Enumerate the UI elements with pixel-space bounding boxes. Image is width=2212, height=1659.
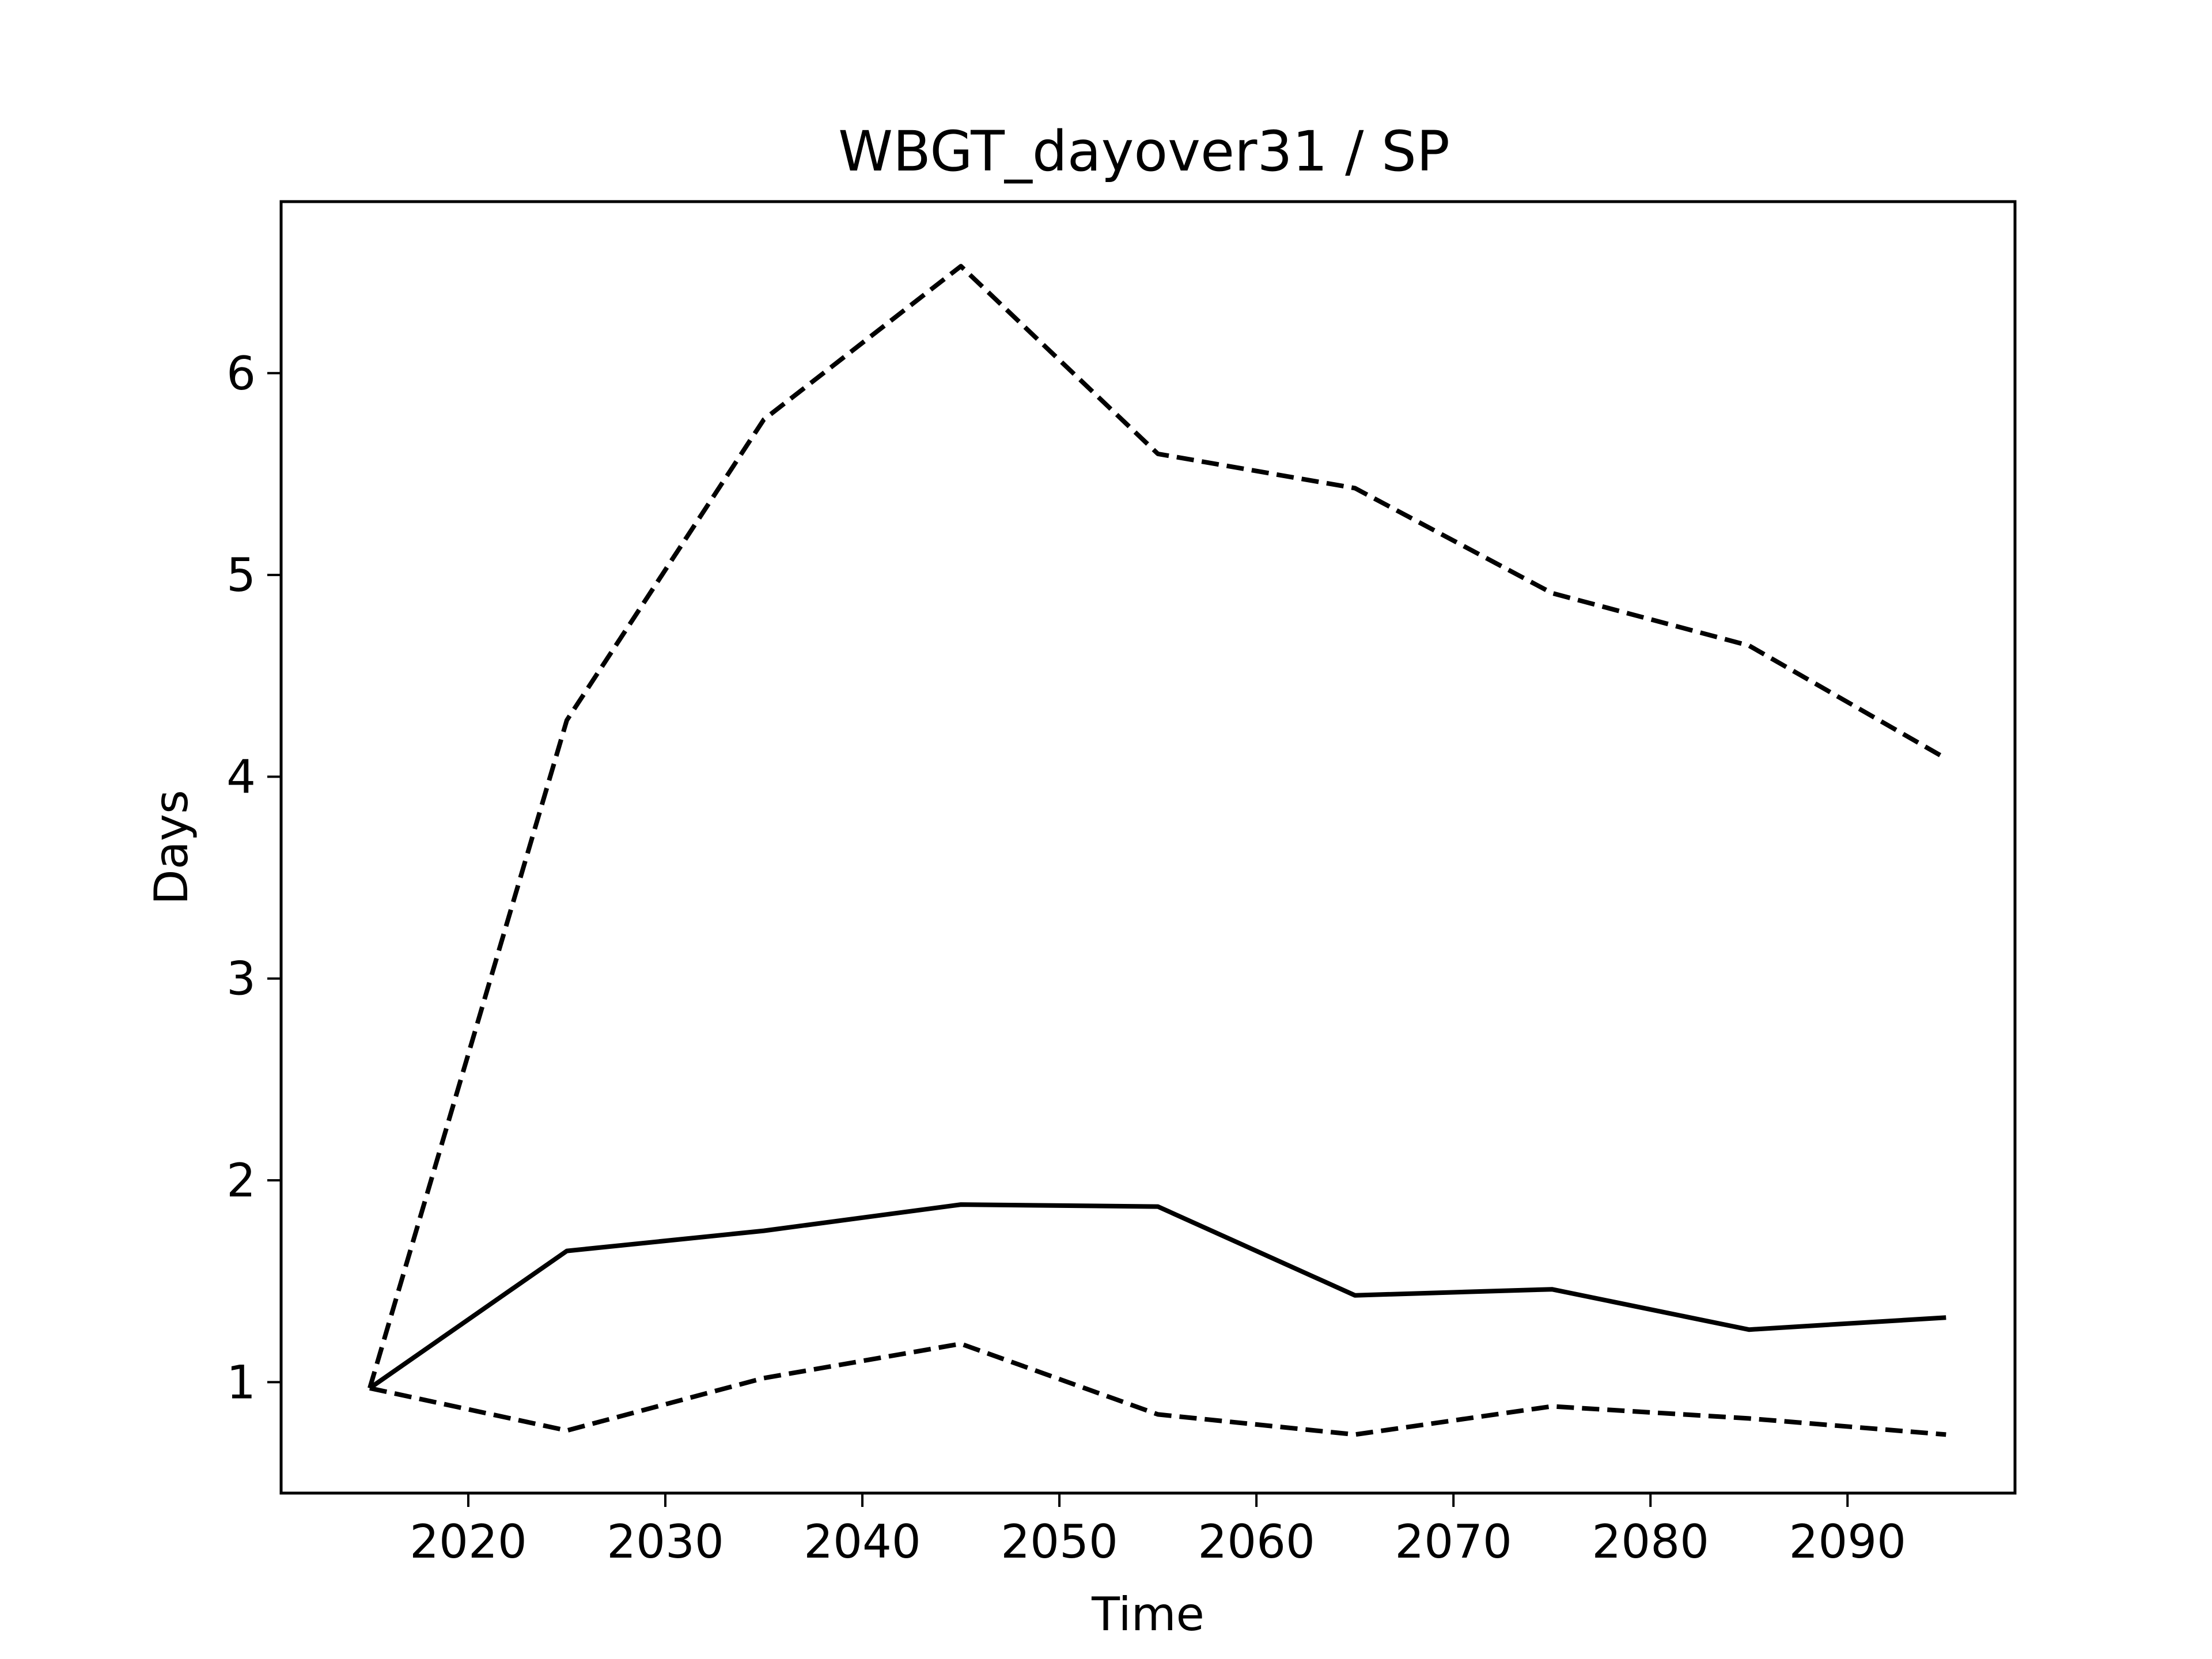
x-tick-label: 2060 bbox=[1198, 1515, 1315, 1569]
y-tick-label: 5 bbox=[226, 548, 256, 602]
x-tick-label: 2020 bbox=[410, 1515, 527, 1569]
x-tick-label: 2050 bbox=[1001, 1515, 1118, 1569]
chart-title: WBGT_dayover31 / SP bbox=[838, 119, 1450, 184]
y-tick-label: 3 bbox=[226, 952, 256, 1006]
y-tick-label: 6 bbox=[226, 347, 256, 400]
y-axis-label: Days bbox=[145, 790, 198, 905]
x-tick-label: 2030 bbox=[607, 1515, 724, 1569]
y-tick-label: 1 bbox=[226, 1355, 256, 1409]
x-tick-label: 2080 bbox=[1592, 1515, 1709, 1569]
y-tick-label: 4 bbox=[226, 750, 256, 804]
series-line-1 bbox=[368, 1202, 1946, 1391]
plot-frame bbox=[279, 200, 2017, 1495]
series-line-3 bbox=[369, 1341, 1946, 1437]
x-axis: 2020 2030 2040 2050 2060 2070 2080 2090 bbox=[410, 1493, 1906, 1569]
series-layer bbox=[368, 264, 1948, 1437]
series-line-2 bbox=[368, 264, 1948, 1389]
x-tick-label: 2040 bbox=[804, 1515, 921, 1569]
x-axis-label: Time bbox=[1091, 1588, 1205, 1641]
x-tick-label: 2090 bbox=[1789, 1515, 1906, 1569]
y-tick-label: 2 bbox=[226, 1154, 256, 1207]
y-axis: 1 2 3 4 5 6 bbox=[226, 347, 281, 1409]
x-tick-label: 2070 bbox=[1395, 1515, 1512, 1569]
